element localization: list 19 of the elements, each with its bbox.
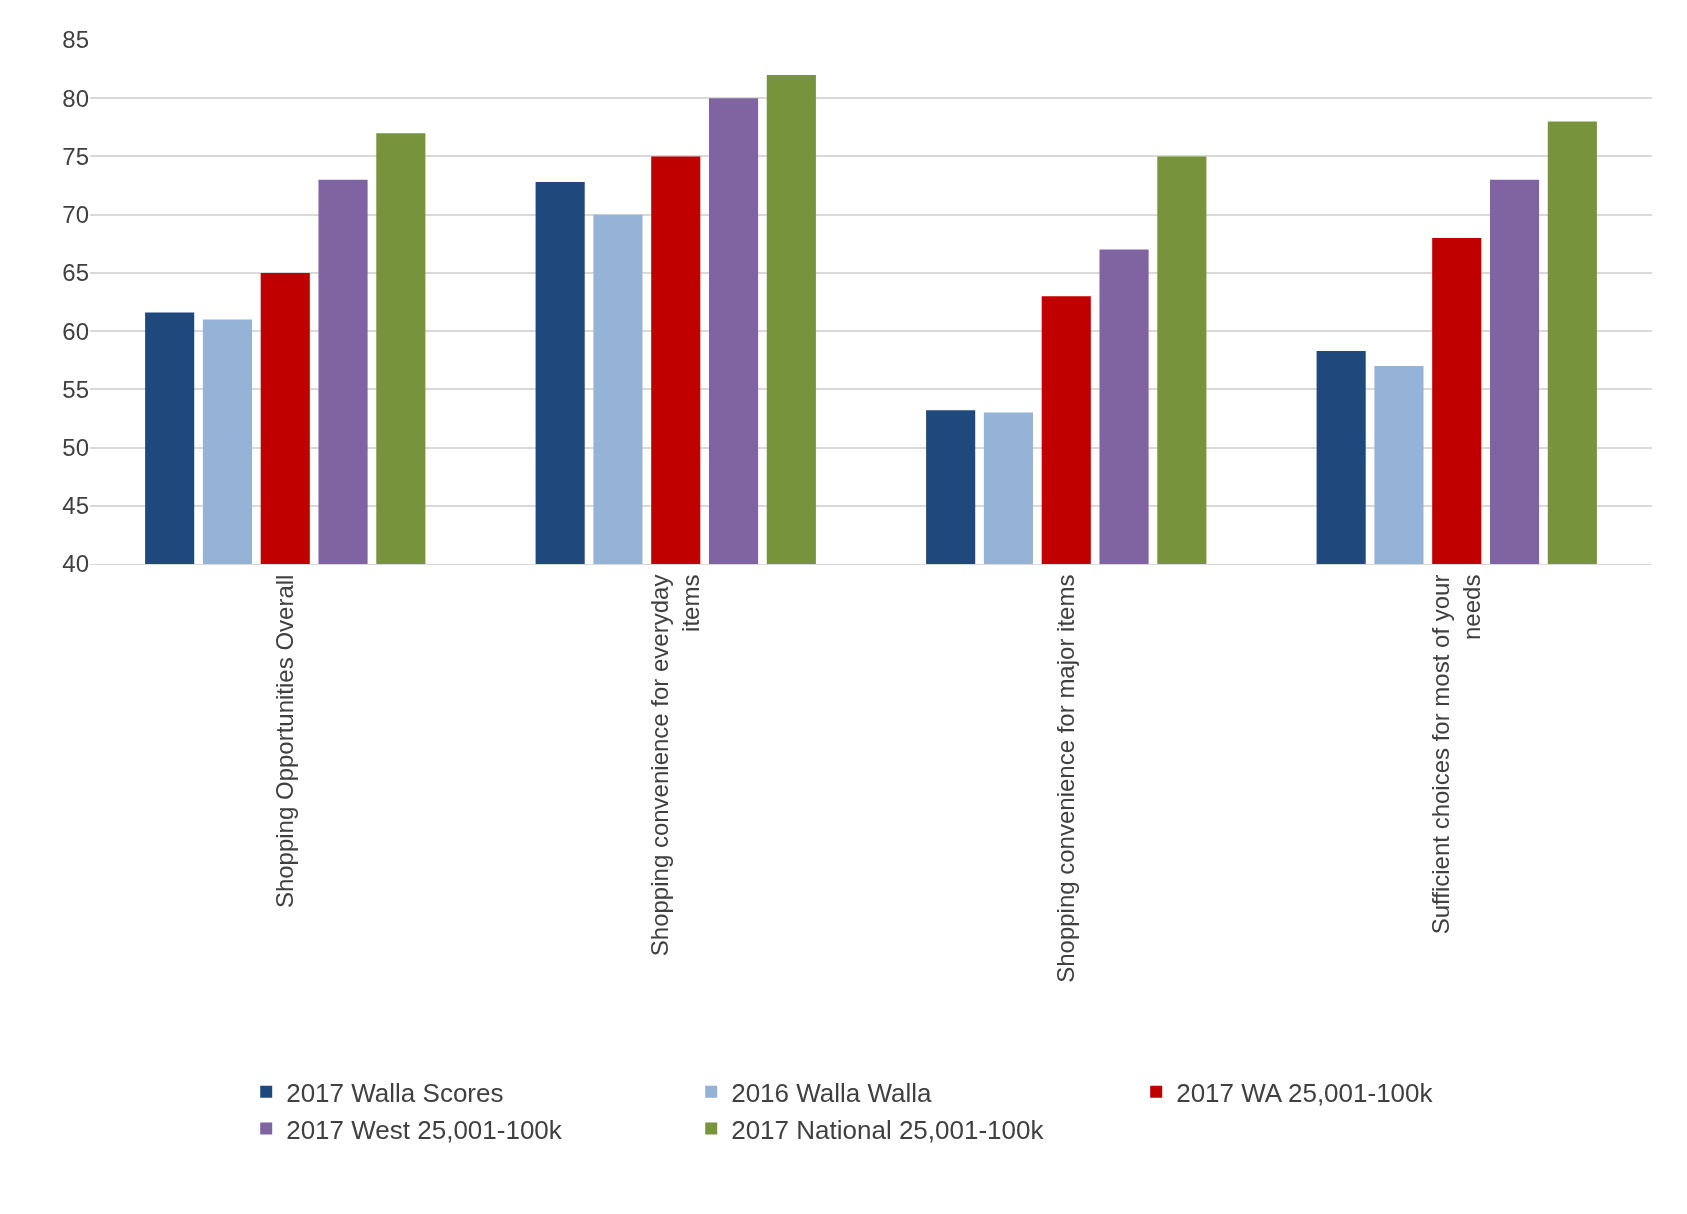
y-tick-label: 85 [62,26,89,54]
y-tick-label: 80 [62,84,89,112]
legend-label: 2017 Walla Scores [286,1077,504,1108]
legend-label: 2017 WA 25,001-100k [1176,1077,1434,1108]
x-tick-label: Shopping convenience for major items [1052,574,1080,983]
y-tick-label: 40 [62,550,89,578]
x-tick-label: Shopping convenience for everyday items [645,574,705,957]
x-tick-label: Shopping Opportunities Overall [271,574,299,909]
y-tick-label: 65 [62,259,89,287]
y-tick-label: 70 [62,201,89,229]
x-tick-label: Sufficient choices for most of your needs [1426,574,1486,935]
y-tick-label: 50 [62,433,89,461]
legend-label: 2017 National 25,001-100k [731,1114,1045,1145]
legend-label: 2017 West 25,001-100k [286,1114,563,1145]
y-tick-label: 45 [62,492,89,520]
y-tick-label: 60 [62,317,89,345]
y-tick-label: 55 [62,375,89,403]
y-tick-label: 75 [62,142,89,170]
legend-label: 2016 Walla Walla [731,1077,933,1108]
